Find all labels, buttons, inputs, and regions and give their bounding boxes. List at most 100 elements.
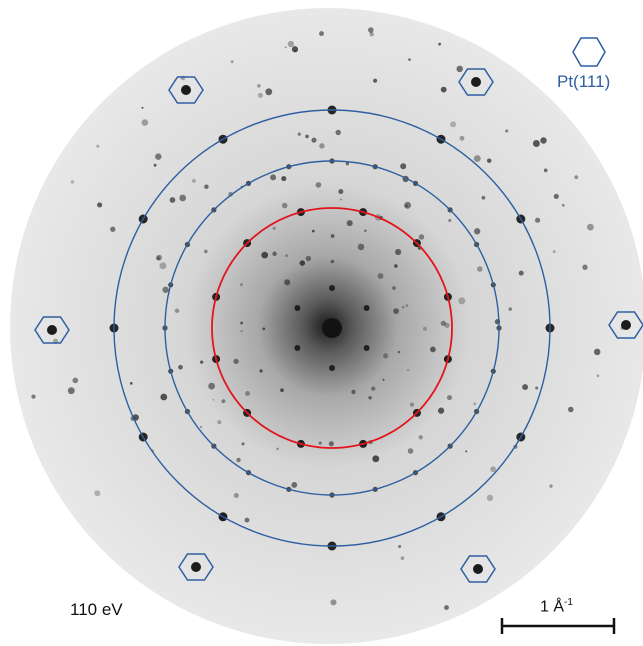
diffraction-spot (233, 492, 239, 499)
hexagon-icon (608, 311, 643, 339)
diffraction-spot (217, 420, 222, 425)
diffraction-spot (110, 226, 116, 232)
diffraction-spot (534, 217, 541, 223)
diffraction-spot (281, 176, 287, 182)
diffraction-spot (305, 134, 309, 139)
diffraction-spot (328, 441, 334, 447)
hexagon-icon (460, 555, 496, 583)
diffraction-spot (418, 435, 423, 440)
diffraction-spot (440, 86, 447, 93)
diffraction-spot (404, 201, 412, 209)
middle-ring (164, 160, 500, 496)
diffraction-spot (141, 119, 149, 126)
diffraction-spot (440, 320, 446, 326)
diffraction-spot (368, 27, 374, 33)
diffraction-spot (294, 345, 301, 351)
diffraction-spot (471, 77, 481, 87)
diffraction-spot (178, 364, 183, 370)
diffraction-spot (459, 135, 465, 141)
diffraction-spot (518, 270, 524, 276)
diffraction-spot (430, 346, 436, 353)
diffraction-spot (305, 255, 312, 262)
diffraction-spot (582, 264, 588, 270)
diffraction-spot (406, 368, 410, 372)
diffraction-spot (535, 386, 539, 390)
diffraction-spot (393, 308, 400, 315)
diffraction-spot (329, 285, 335, 291)
hexagon-icon (572, 37, 606, 67)
diffraction-spot (212, 398, 215, 401)
diffraction-spot (162, 286, 169, 293)
diffraction-spot (553, 193, 559, 199)
diffraction-spot (444, 605, 449, 611)
diffraction-spot (394, 264, 398, 268)
scale-bar-value: 1 Å (540, 598, 565, 616)
diffraction-spot (508, 307, 512, 311)
diffraction-spot (208, 382, 215, 390)
diffraction-spot (330, 259, 335, 264)
diffraction-spot (261, 251, 269, 259)
diffraction-spot (67, 387, 75, 395)
diffraction-spot (200, 360, 204, 364)
diffraction-spot (450, 121, 457, 128)
diffraction-spot (481, 195, 486, 200)
diffraction-spot (405, 204, 408, 208)
diffraction-spot (330, 599, 337, 606)
diffraction-spot (280, 388, 284, 393)
diffraction-spot (394, 248, 402, 256)
diffraction-spot (204, 184, 209, 189)
inner-ring (211, 207, 453, 449)
diffraction-spot (272, 226, 276, 230)
diffraction-spot (270, 174, 277, 181)
diffraction-spot (593, 348, 601, 356)
diffraction-spot (160, 393, 168, 401)
diffraction-spot (363, 345, 370, 351)
diffraction-spot (400, 163, 407, 170)
diffraction-spot (284, 46, 287, 49)
diffraction-spot (265, 88, 273, 96)
diffraction-spot (587, 223, 594, 231)
diffraction-spot (401, 306, 405, 309)
diffraction-spot (346, 220, 353, 227)
diffraction-spot (458, 297, 466, 305)
diffraction-spot (319, 143, 325, 149)
diffraction-spot (532, 140, 540, 147)
diffraction-spot (129, 382, 133, 385)
diffraction-spot (311, 137, 317, 143)
diffraction-spot (486, 494, 494, 502)
diffraction-spot (351, 389, 356, 395)
diffraction-spot (318, 441, 322, 445)
diffraction-spot (473, 564, 483, 574)
diffraction-spot (383, 353, 389, 359)
diffraction-spot (169, 197, 176, 203)
diffraction-spot (377, 273, 384, 279)
diffraction-spot (444, 357, 448, 361)
outer-ring (113, 109, 551, 547)
diffraction-spot (291, 46, 299, 53)
legend-label: Pt(111) (557, 72, 611, 91)
diffraction-spot (181, 85, 191, 95)
diffraction-spot (159, 262, 167, 270)
scale-bar-label: 1 Å-1 (540, 597, 573, 616)
diffraction-spot (446, 395, 453, 401)
pt111-markers (34, 68, 643, 583)
diffraction-spot (596, 374, 600, 378)
diffraction-spot (568, 406, 574, 413)
diffraction-spot (397, 544, 402, 549)
diffraction-spot (477, 266, 483, 272)
hexagon-icon (34, 316, 70, 344)
diffraction-spot (141, 106, 144, 109)
diffraction-spot (371, 386, 376, 391)
diffraction-spot (621, 320, 631, 330)
diffraction-spot (329, 365, 335, 371)
diffraction-spot (473, 155, 481, 163)
diffraction-spot (287, 40, 295, 48)
diffraction-spot (505, 129, 509, 133)
diffraction-spot (259, 369, 263, 373)
diffraction-spot (456, 65, 463, 73)
diffraction-spot (561, 203, 565, 207)
diffraction-spot (438, 42, 441, 46)
diffraction-spot (330, 234, 335, 238)
diffraction-spot (322, 318, 342, 338)
